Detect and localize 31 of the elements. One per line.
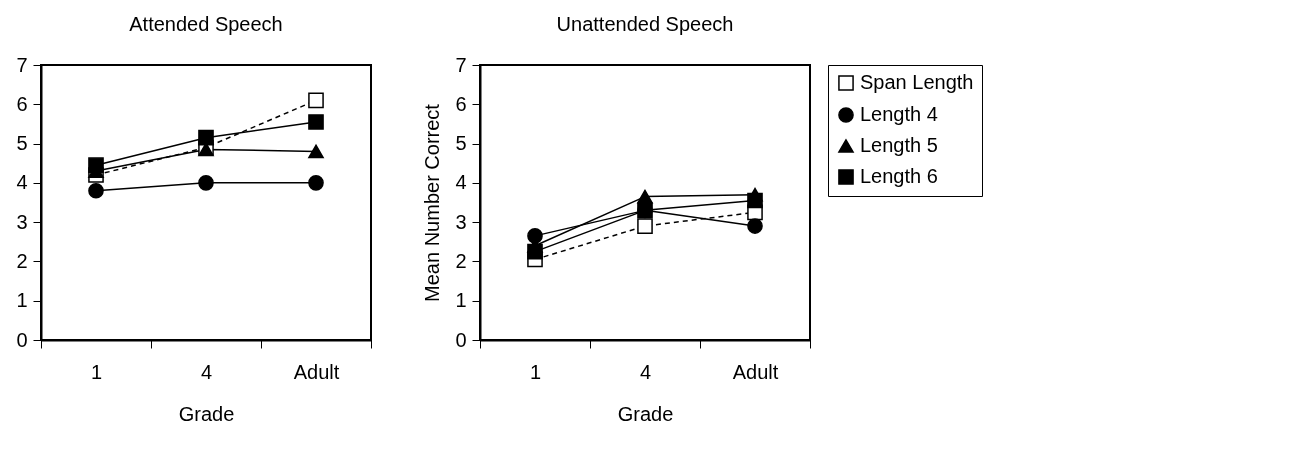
- y-tick-label: 0: [16, 328, 28, 351]
- y-tick-label: 4: [455, 171, 467, 194]
- legend-label: Length 6: [860, 165, 938, 187]
- x-tick-label: Adult: [293, 360, 340, 383]
- y-tick-label: 1: [455, 289, 467, 312]
- x-tick-label: 1: [529, 360, 542, 383]
- y-axis-title: Mean Number Correct: [421, 103, 444, 302]
- y-tick-label: 1: [16, 289, 28, 312]
- chart-title: Attended Speech: [129, 13, 283, 35]
- x-axis-title: Grade: [178, 402, 235, 425]
- legend-label: Length 5: [860, 134, 938, 156]
- x-tick-label: 4: [639, 360, 652, 383]
- y-tick-label: 6: [16, 92, 28, 115]
- x-tick-label: Adult: [732, 360, 779, 383]
- legend-label: Span Length: [860, 71, 974, 93]
- y-tick-label: 7: [455, 53, 467, 76]
- y-tick-label: 3: [455, 210, 467, 233]
- y-tick-label: 4: [16, 171, 28, 194]
- x-axis-title: Grade: [617, 402, 674, 425]
- x-tick-label: 4: [200, 360, 213, 383]
- y-tick-label: 6: [455, 92, 467, 115]
- y-tick-label: 0: [455, 328, 467, 351]
- x-tick-label: 1: [90, 360, 103, 383]
- y-tick-label: 5: [16, 132, 28, 155]
- y-tick-label: 5: [455, 132, 467, 155]
- y-tick-label: 2: [455, 249, 467, 272]
- y-tick-label: 7: [16, 53, 28, 76]
- y-tick-label: 2: [16, 249, 28, 272]
- chart-title: Unattended Speech: [556, 13, 734, 35]
- y-tick-label: 3: [16, 210, 28, 233]
- legend-label: Length 4: [860, 103, 938, 125]
